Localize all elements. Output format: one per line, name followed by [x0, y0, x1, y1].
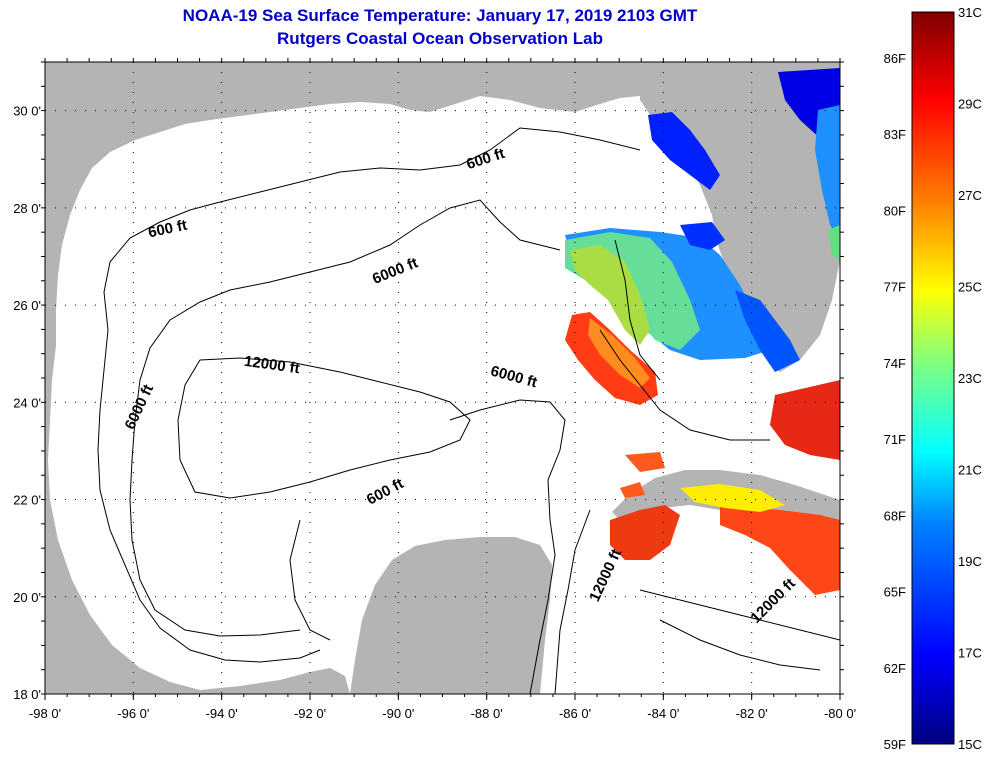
lat-tick-label: 28 0' — [13, 201, 41, 216]
lon-tick-label: -88 0' — [471, 706, 503, 721]
colorbar-f-label: 77F — [884, 280, 906, 295]
colorbar-c-label: 23C — [958, 371, 982, 386]
depth-contours — [97, 127, 840, 694]
map-subtitle: Rutgers Coastal Ocean Observation Lab — [277, 29, 603, 48]
lat-tick-label: 22 0' — [13, 493, 41, 508]
colorbar-c-label: 15C — [958, 737, 982, 752]
lon-tick-label: -98 0' — [29, 706, 61, 721]
lon-tick-label: -96 0' — [117, 706, 149, 721]
colorbar-c-label: 25C — [958, 280, 982, 295]
land-us-mexico-coast — [45, 62, 640, 694]
lat-tick-label: 18 0' — [13, 687, 41, 702]
colorbar-f-label: 65F — [884, 585, 906, 600]
colorbar-f-label: 74F — [884, 356, 906, 371]
lon-tick-label: -94 0' — [206, 706, 238, 721]
lat-tick-label: 26 0' — [13, 298, 41, 313]
land-yucatan — [350, 537, 552, 694]
colorbar-f-label: 68F — [884, 508, 906, 523]
lon-tick-label: -82 0' — [736, 706, 768, 721]
lat-tick-label: 24 0' — [13, 395, 41, 410]
longitude-labels: -98 0' -96 0' -94 0' -92 0' -90 0' -88 0' -86 … — [29, 706, 856, 721]
colorbar-celsius-labels: 31C 29C 27C 25C 23C 21C 19C 17C 15C — [958, 5, 982, 752]
colorbar-c-label: 21C — [958, 463, 982, 478]
colorbar-f-label: 86F — [884, 51, 906, 66]
lat-tick-label: 20 0' — [13, 590, 41, 605]
colorbar-c-label: 31C — [958, 5, 982, 20]
colorbar-f-label: 83F — [884, 127, 906, 142]
latitude-labels: 18 0' 20 0' 22 0' 24 0' 26 0' 28 0' 30 0' — [13, 104, 41, 702]
lat-tick-label: 30 0' — [13, 104, 41, 119]
colorbar-c-label: 29C — [958, 97, 982, 112]
colorbar-c-label: 17C — [958, 646, 982, 661]
colorbar-c-label: 27C — [958, 188, 982, 203]
lon-tick-label: -92 0' — [294, 706, 326, 721]
colorbar — [911, 11, 955, 745]
colorbar-f-label: 62F — [884, 661, 906, 676]
colorbar-fahrenheit-labels: 86F 83F 80F 77F 74F 71F 68F 65F 62F 59F — [884, 51, 906, 752]
map-ticks — [41, 58, 844, 700]
colorbar-f-label: 80F — [884, 203, 906, 218]
colorbar-c-label: 19C — [958, 554, 982, 569]
lon-tick-label: -86 0' — [559, 706, 591, 721]
map-title: NOAA-19 Sea Surface Temperature: January… — [182, 6, 698, 25]
colorbar-f-label: 71F — [884, 432, 906, 447]
sst-data — [565, 68, 840, 595]
colorbar-f-label: 59F — [884, 737, 906, 752]
lon-tick-label: -90 0' — [382, 706, 414, 721]
lon-tick-label: -84 0' — [647, 706, 679, 721]
lon-tick-label: -80 0' — [824, 706, 856, 721]
